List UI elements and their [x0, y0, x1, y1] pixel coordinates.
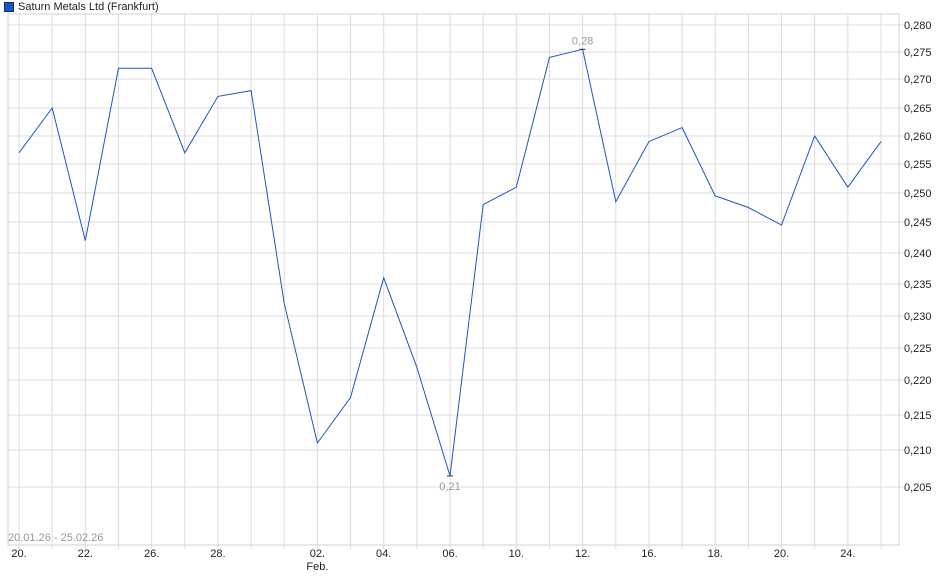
- y-tick-label: 0,225: [904, 343, 932, 355]
- y-tick-label: 0,255: [904, 159, 932, 171]
- y-axis-labels: 0,280 0,275 0,270 0,265 0,260 0,255 0,250 0,245…: [904, 20, 932, 494]
- plot-area: [7, 13, 900, 546]
- grid: [7, 13, 904, 549]
- y-tick-label: 0,245: [904, 217, 932, 229]
- x-tick-label: 22.: [78, 548, 93, 560]
- x-tick-label: 18.: [708, 548, 723, 560]
- y-tick-label: 0,260: [904, 131, 932, 143]
- x-axis-labels: 20. 22. 26. 28. 02.Feb. 04. 06. 10. 12. 16. 18. 20.…: [11, 548, 855, 573]
- x-tick-label: 20.: [774, 548, 789, 560]
- x-tick-label: 24.: [840, 548, 855, 560]
- y-tick-label: 0,215: [904, 410, 932, 422]
- y-tick-label: 0,205: [904, 482, 932, 494]
- min-label: 0,21: [439, 481, 460, 493]
- max-label: 0,28: [572, 35, 593, 47]
- y-tick-label: 0,220: [904, 375, 932, 387]
- x-tick-label: 06.: [442, 548, 457, 560]
- x-tick-label: 20.: [11, 548, 26, 560]
- y-tick-label: 0,230: [904, 311, 932, 323]
- y-tick-label: 0,270: [904, 74, 932, 86]
- y-tick-label: 0,210: [904, 445, 932, 457]
- x-tick-label: 26.: [144, 548, 159, 560]
- x-tick-label: 02.: [310, 548, 325, 560]
- x-tick-label: 28.: [210, 548, 225, 560]
- date-range-label: 20.01.26 - 25.02.26: [8, 532, 103, 544]
- y-tick-label: 0,235: [904, 279, 932, 291]
- y-tick-label: 0,280: [904, 20, 932, 32]
- legend: Saturn Metals Ltd (Frankfurt): [4, 0, 159, 13]
- y-tick-label: 0,265: [904, 103, 932, 115]
- x-tick-label: 16.: [641, 548, 656, 560]
- y-tick-label: 0,240: [904, 248, 932, 260]
- x-tick-sublabel: Feb.: [306, 561, 328, 573]
- legend-label: Saturn Metals Ltd (Frankfurt): [18, 0, 159, 13]
- x-tick-label: 12.: [575, 548, 590, 560]
- x-tick-label: 04.: [376, 548, 391, 560]
- y-tick-label: 0,250: [904, 188, 932, 200]
- legend-swatch: [4, 1, 14, 12]
- y-tick-label: 0,275: [904, 47, 932, 59]
- annotations: 0,28 0,21: [439, 35, 593, 493]
- x-tick-label: 10.: [509, 548, 524, 560]
